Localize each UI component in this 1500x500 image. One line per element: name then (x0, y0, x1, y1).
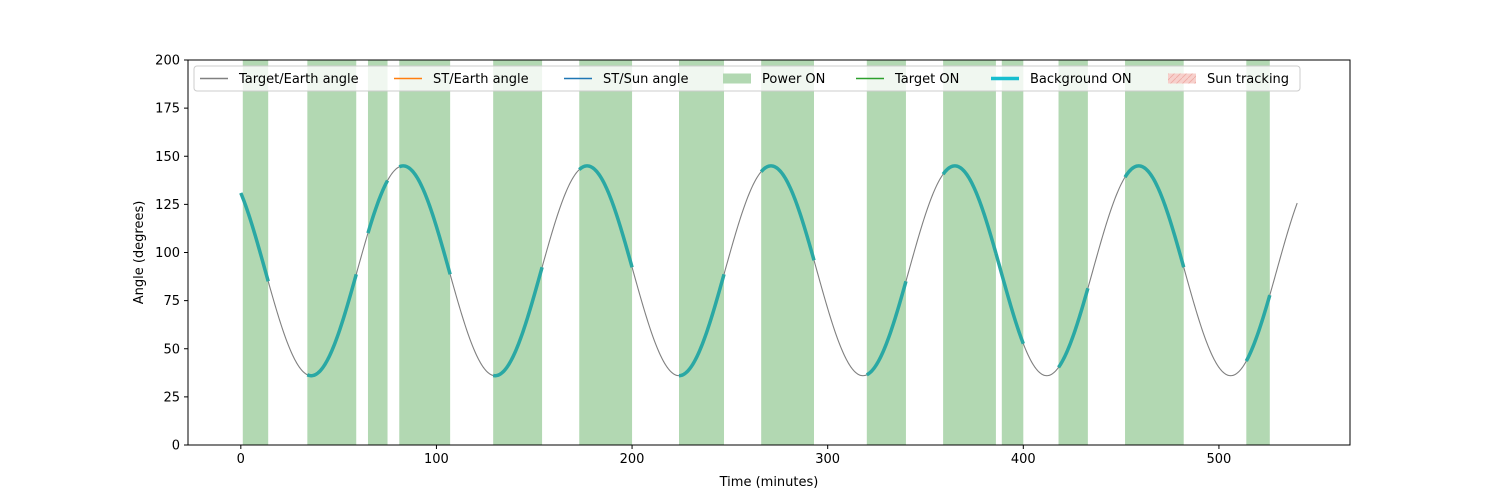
y-tick-label: 50 (163, 342, 180, 357)
power-on-band (1058, 60, 1088, 445)
power-on-band (1001, 60, 1024, 445)
power-on-band (579, 60, 633, 445)
x-axis-ticks: 0 100 200 300 400 500 (237, 445, 1232, 467)
power-on-band (367, 60, 388, 445)
y-tick-label: 200 (155, 54, 180, 69)
power-on-band (943, 60, 996, 445)
legend-label-background_on: Background ON (1030, 72, 1132, 87)
power-on-band (761, 60, 814, 445)
legend: Target/Earth angle ST/Earth angle ST/Sun a… (193, 65, 1301, 92)
legend-label-power_on: Power ON (762, 72, 825, 87)
power-on-band (242, 60, 269, 445)
legend-label-st_sun: ST/Sun angle (603, 72, 689, 87)
background-on-segment (678, 273, 726, 378)
legend-label-target_on: Target ON (894, 72, 959, 87)
background-on-segment (578, 164, 634, 268)
x-axis-label: Time (minutes) (719, 475, 819, 490)
legend-label-st_earth: ST/Earth angle (433, 72, 529, 87)
y-tick-label: 150 (155, 150, 180, 165)
background-on-segment (1057, 287, 1090, 369)
background-on-segment (398, 164, 452, 275)
power-on-band (493, 60, 543, 445)
background-on-segment (994, 252, 1025, 345)
background-on-segment (366, 179, 390, 234)
legend-label-target_earth: Target/Earth angle (238, 72, 359, 87)
power-on-band (399, 60, 451, 445)
power-on-bands (242, 60, 1270, 445)
y-tick-label: 100 (155, 246, 180, 261)
power-on-band (307, 60, 357, 445)
x-tick-label: 300 (815, 452, 840, 467)
background-on-segment (1123, 164, 1186, 268)
x-tick-label: 0 (237, 452, 245, 467)
x-tick-label: 200 (620, 452, 645, 467)
y-tick-label: 175 (155, 102, 180, 117)
power-on-band (866, 60, 906, 445)
y-tick-label: 125 (155, 198, 180, 213)
power-on-band (679, 60, 725, 445)
background-on-segment (239, 192, 270, 282)
x-tick-label: 100 (424, 452, 449, 467)
y-tick-label: 0 (172, 439, 180, 454)
legend-swatch-power_on (723, 73, 751, 84)
y-tick-label: 75 (163, 294, 180, 309)
y-axis-ticks: 0 25 50 75 100 125 150 175 200 (155, 54, 188, 454)
x-tick-label: 500 (1207, 452, 1232, 467)
power-on-band (1246, 60, 1270, 445)
background-on-segment (759, 164, 816, 261)
legend-swatch-sun_tracking (1168, 73, 1196, 84)
background-on-segment (306, 273, 358, 378)
y-axis-label: Angle (degrees) (132, 201, 147, 305)
background-on-segment (1244, 294, 1272, 362)
background-on-segment (865, 280, 908, 377)
legend-label-sun_tracking: Sun tracking (1207, 72, 1289, 87)
power-on-band (1125, 60, 1184, 445)
y-tick-label: 25 (163, 390, 180, 405)
background-on-segment (492, 266, 544, 378)
background-on-series (239, 164, 1272, 378)
x-tick-label: 400 (1011, 452, 1036, 467)
background-on-segment (941, 164, 998, 254)
